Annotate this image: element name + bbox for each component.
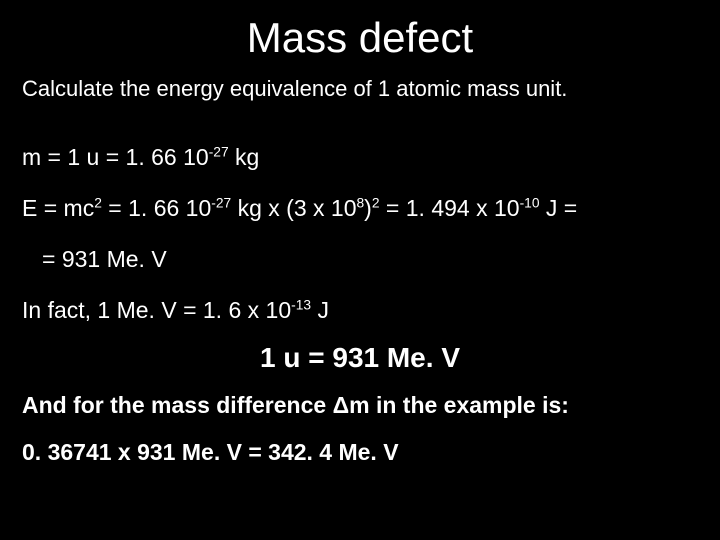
text-fragment: J = [540, 195, 578, 221]
energy-equation: E = mc2 = 1. 66 10-27 kg x (3 x 108)2 = … [22, 195, 698, 222]
delta-symbol: Δ [333, 392, 350, 418]
text-fragment: = 1. 66 10 [102, 195, 211, 221]
text-fragment: ) [364, 195, 372, 221]
mev-to-joule: In fact, 1 Me. V = 1. 6 x 10-13 J [22, 297, 698, 324]
text-fragment: J [311, 297, 329, 323]
conversion-highlight: 1 u = 931 Me. V [22, 342, 698, 374]
text-fragment: E = mc [22, 195, 94, 221]
mass-difference-result: 0. 36741 x 931 Me. V = 342. 4 Me. V [22, 439, 698, 466]
exponent: 2 [94, 195, 102, 210]
energy-result: = 931 Me. V [42, 246, 698, 273]
slide: Mass defect Calculate the energy equival… [0, 0, 720, 540]
text-fragment: In fact, 1 Me. V = 1. 6 x 10 [22, 297, 291, 323]
slide-title: Mass defect [22, 14, 698, 62]
exponent: -10 [520, 195, 540, 210]
text-fragment: kg [229, 144, 260, 170]
text-fragment: kg x (3 x 10 [231, 195, 356, 221]
text-fragment: m in the example is: [349, 392, 569, 418]
exponent: -27 [211, 195, 231, 210]
slide-subtitle: Calculate the energy equivalence of 1 at… [22, 76, 698, 102]
text-fragment: m = 1 u = 1. 66 10 [22, 144, 209, 170]
exponent: -27 [209, 144, 229, 159]
mass-difference-intro: And for the mass difference Δm in the ex… [22, 392, 698, 419]
exponent: -13 [291, 297, 311, 312]
mass-equation: m = 1 u = 1. 66 10-27 kg [22, 144, 698, 171]
text-fragment: = 1. 494 x 10 [380, 195, 520, 221]
exponent: 2 [372, 195, 380, 210]
text-fragment: And for the mass difference [22, 392, 333, 418]
